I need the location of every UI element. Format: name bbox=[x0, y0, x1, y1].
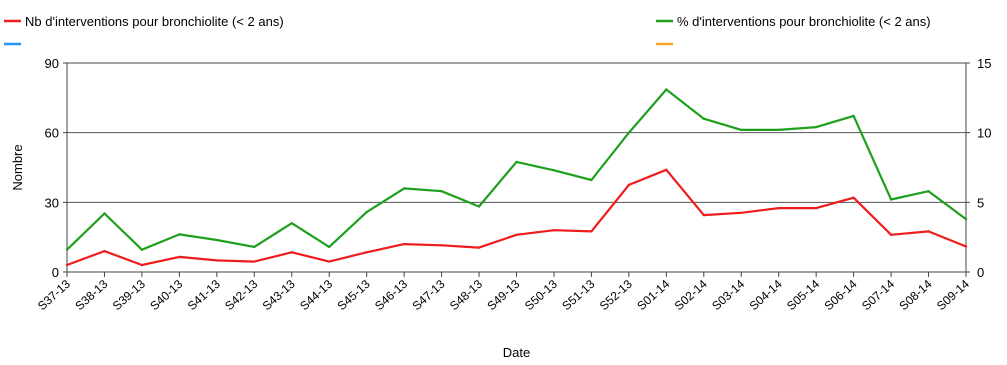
x-tick-label: S51-13 bbox=[559, 277, 597, 314]
data-point bbox=[515, 160, 518, 164]
data-point bbox=[964, 217, 968, 221]
x-axis: S37-13 S38-13 S39-13 S40-13 S41-13 S42-13 S43-… bbox=[35, 272, 972, 313]
x-tick-label: S38-13 bbox=[72, 277, 110, 314]
x-tick-label: S01-14 bbox=[634, 277, 672, 314]
data-point bbox=[777, 128, 780, 132]
x-tick-label: S06-14 bbox=[822, 277, 860, 314]
data-point bbox=[253, 260, 256, 263]
data-point bbox=[402, 187, 406, 190]
data-point bbox=[290, 222, 293, 225]
y-tick-label-right: 0 bbox=[977, 265, 984, 280]
data-point bbox=[328, 260, 331, 263]
x-tick-label: S02-14 bbox=[672, 277, 710, 314]
legend: Nb d'interventions pour bronchiolite (< … bbox=[4, 14, 931, 46]
data-point bbox=[665, 168, 668, 172]
data-point bbox=[477, 205, 481, 208]
data-point bbox=[552, 229, 556, 232]
data-point bbox=[215, 259, 219, 262]
x-tick-label: S46-13 bbox=[372, 277, 410, 314]
x-tick-label: S03-14 bbox=[709, 277, 747, 314]
x-tick-label: S50-13 bbox=[522, 277, 560, 314]
x-tick-label: S39-13 bbox=[110, 277, 148, 314]
x-tick-label: S42-13 bbox=[222, 277, 260, 314]
data-point bbox=[140, 263, 144, 267]
x-tick-label: S09-14 bbox=[934, 277, 972, 314]
x-tick-label: S07-14 bbox=[859, 277, 897, 314]
data-point bbox=[740, 128, 743, 132]
y-axis-left: 0 30 60 90 bbox=[45, 56, 67, 280]
x-tick-label: S08-14 bbox=[896, 277, 934, 314]
y-tick-label-left: 30 bbox=[45, 195, 59, 210]
data-point bbox=[777, 206, 780, 210]
data-point bbox=[328, 245, 331, 249]
y-tick-label-left: 60 bbox=[45, 126, 59, 141]
data-point bbox=[552, 169, 556, 172]
legend-label-count: Nb d'interventions pour bronchiolite (< … bbox=[25, 14, 284, 29]
data-point bbox=[402, 242, 406, 246]
x-tick-label: S48-13 bbox=[447, 277, 485, 314]
x-tick-label: S47-13 bbox=[409, 277, 447, 314]
x-tick-label: S37-13 bbox=[35, 277, 73, 314]
data-point bbox=[65, 263, 69, 267]
data-point bbox=[814, 125, 818, 129]
data-point bbox=[365, 210, 368, 214]
data-point bbox=[665, 88, 668, 91]
data-point bbox=[627, 131, 631, 134]
data-point bbox=[477, 246, 481, 249]
data-point bbox=[440, 244, 443, 247]
data-point bbox=[927, 189, 930, 193]
y-tick-label-left: 90 bbox=[45, 56, 59, 71]
x-tick-label: S44-13 bbox=[297, 277, 335, 314]
y-axis-right: 0 5 10 15 bbox=[966, 56, 991, 280]
data-point bbox=[178, 255, 181, 259]
x-tick-label: S05-14 bbox=[784, 277, 822, 314]
y-tick-label-right: 5 bbox=[977, 195, 984, 210]
plot-frame bbox=[66, 62, 967, 273]
y-tick-label-left: 0 bbox=[52, 265, 59, 280]
data-point bbox=[215, 238, 219, 242]
data-point bbox=[440, 189, 443, 193]
data-point bbox=[702, 213, 705, 217]
data-point bbox=[852, 114, 855, 118]
data-point bbox=[590, 178, 593, 182]
x-tick-label: S41-13 bbox=[185, 277, 223, 314]
x-tick-label: S43-13 bbox=[260, 277, 298, 314]
data-point bbox=[927, 230, 930, 233]
grid bbox=[67, 132, 966, 203]
series-line-count bbox=[66, 168, 967, 267]
x-tick-label: S45-13 bbox=[335, 277, 373, 314]
data-point bbox=[964, 245, 968, 248]
x-tick-label: S40-13 bbox=[147, 277, 185, 314]
data-point bbox=[627, 183, 631, 187]
x-tick-label: S49-13 bbox=[484, 277, 522, 314]
legend-label-percent: % d'interventions pour bronchiolite (< 2… bbox=[677, 14, 931, 29]
data-point bbox=[103, 212, 106, 215]
x-tick-label: S52-13 bbox=[597, 277, 635, 314]
data-point bbox=[702, 117, 705, 120]
x-axis-title: Date bbox=[503, 345, 530, 360]
data-point bbox=[889, 198, 893, 201]
data-point bbox=[140, 248, 144, 251]
series-line-percent bbox=[66, 88, 967, 251]
series-layer bbox=[65, 88, 968, 267]
data-point bbox=[290, 251, 293, 254]
y-tick-label-right: 10 bbox=[977, 126, 991, 141]
data-point bbox=[852, 196, 855, 199]
y-axis-title: Nombre bbox=[10, 144, 25, 190]
data-point bbox=[365, 251, 368, 254]
data-point bbox=[515, 233, 518, 237]
data-point bbox=[253, 245, 256, 249]
x-tick-label: S04-14 bbox=[747, 277, 785, 314]
data-point bbox=[65, 248, 69, 251]
data-point bbox=[889, 233, 893, 237]
data-point bbox=[103, 249, 106, 253]
data-point bbox=[178, 233, 181, 236]
data-point bbox=[590, 230, 593, 233]
data-point bbox=[814, 206, 818, 210]
data-point bbox=[740, 211, 743, 214]
y-tick-label-right: 15 bbox=[977, 56, 991, 71]
